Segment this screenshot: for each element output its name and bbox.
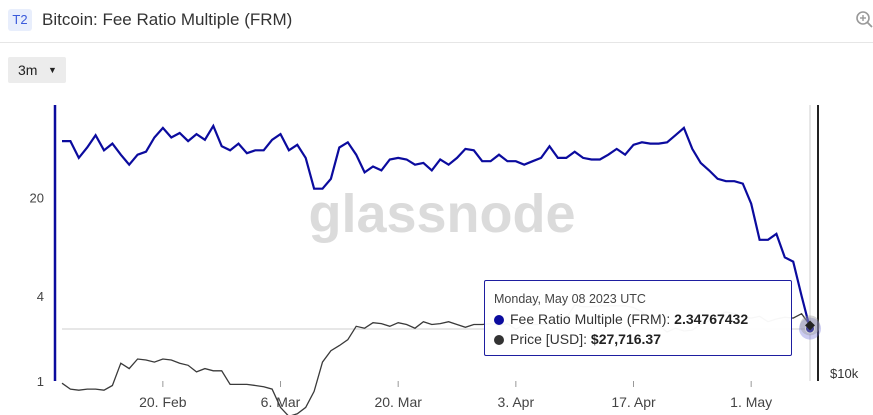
zoom-in-icon[interactable]: [855, 10, 873, 30]
x-tick-label: 20. Mar: [374, 394, 422, 410]
chart-tooltip: Monday, May 08 2023 UTC Fee Ratio Multip…: [484, 280, 792, 356]
x-tick-label: 6. Mar: [261, 394, 301, 410]
frm-series-line: [62, 123, 812, 329]
watermark: glassnode: [308, 184, 575, 244]
right-axis-label: $10k: [830, 366, 859, 381]
x-tick-label: 3. Apr: [498, 394, 535, 410]
x-tick-label: 20. Feb: [139, 394, 187, 410]
tooltip-frm-row: Fee Ratio Multiple (FRM): 2.34767432: [494, 311, 748, 327]
x-axis-ticks: 20. Feb 6. Mar 20. Mar 3. Apr 17. Apr 1. May: [139, 381, 772, 410]
price-dot-icon: [494, 335, 504, 345]
chart-header: T2 Bitcoin: Fee Ratio Multiple (FRM): [0, 0, 873, 43]
y-tick-label: 4: [37, 289, 44, 304]
tooltip-price-value: $27,716.37: [590, 331, 661, 347]
tooltip-price-label: Price [USD]:: [510, 331, 588, 347]
price-hover-point: [805, 320, 815, 331]
x-tick-label: 1. May: [730, 394, 772, 410]
tooltip-date: Monday, May 08 2023 UTC: [494, 292, 646, 306]
tier-badge: T2: [8, 9, 32, 31]
chevron-down-icon: ▼: [48, 65, 57, 75]
x-tick-label: 17. Apr: [611, 394, 656, 410]
y-tick-label: 20: [30, 190, 44, 205]
time-range-dropdown[interactable]: 3m ▼: [8, 57, 66, 83]
time-range-label: 3m: [18, 62, 38, 78]
tooltip-price-row: Price [USD]: $27,716.37: [494, 331, 661, 347]
frm-dot-icon: [494, 315, 504, 325]
tooltip-frm-label: Fee Ratio Multiple (FRM):: [510, 311, 671, 327]
y-tick-label: 1: [37, 374, 44, 389]
tooltip-frm-value: 2.34767432: [674, 311, 749, 327]
hover-markers: [799, 315, 821, 340]
chart-title: Bitcoin: Fee Ratio Multiple (FRM): [42, 10, 293, 29]
